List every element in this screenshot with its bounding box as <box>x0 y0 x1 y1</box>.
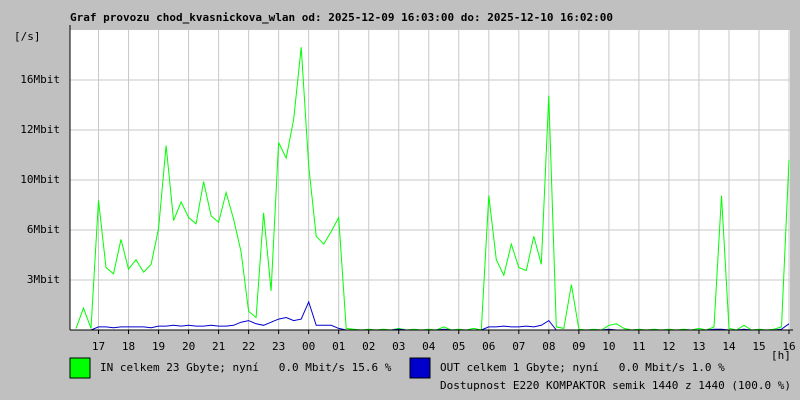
y-axis-label: [/s] <box>14 30 41 43</box>
x-tick-label: 23 <box>272 340 285 353</box>
legend-swatch <box>69 357 91 379</box>
x-tick-label: 13 <box>692 340 705 353</box>
x-tick-label: 06 <box>482 340 495 353</box>
x-tick-label: 16 <box>782 340 795 353</box>
x-tick-label: 10 <box>602 340 615 353</box>
legend-label: IN celkem 23 Gbyte; nyní 0.0 Mbit/s 15.6… <box>100 361 392 374</box>
y-tick-label: 10Mbit <box>20 173 60 186</box>
annotation: Dostupnost E220 KOMPAKTOR semik 1440 z 1… <box>440 379 791 392</box>
x-tick-label: 19 <box>152 340 165 353</box>
y-tick-label: 12Mbit <box>20 123 60 136</box>
x-tick-label: 20 <box>182 340 195 353</box>
x-tick-label: 00 <box>302 340 315 353</box>
x-tick-label: 17 <box>92 340 105 353</box>
y-tick-label: 3Mbit <box>27 273 60 286</box>
x-tick-label: 07 <box>512 340 525 353</box>
x-tick-label: 14 <box>722 340 736 353</box>
legend-swatch <box>409 357 431 379</box>
x-tick-label: 12 <box>662 340 675 353</box>
x-tick-label: 09 <box>572 340 585 353</box>
x-tick-label: 01 <box>332 340 345 353</box>
x-tick-label: 18 <box>122 340 135 353</box>
y-tick-label: 6Mbit <box>27 223 60 236</box>
x-tick-label: 08 <box>542 340 555 353</box>
legend-label: OUT celkem 1 Gbyte; nyní 0.0 Mbit/s 1.0 … <box>440 361 725 374</box>
x-tick-label: 03 <box>392 340 405 353</box>
chart-title: Graf provozu chod_kvasnickova_wlan od: 2… <box>70 11 613 24</box>
x-tick-label: 02 <box>362 340 375 353</box>
x-tick-label: 22 <box>242 340 255 353</box>
x-axis-label: [h] <box>771 349 791 362</box>
x-tick-label: 15 <box>752 340 765 353</box>
x-tick-label: 05 <box>452 340 465 353</box>
x-tick-label: 11 <box>632 340 645 353</box>
y-tick-label: 16Mbit <box>20 73 60 86</box>
x-tick-label: 04 <box>422 340 436 353</box>
x-tick-label: 21 <box>212 340 225 353</box>
